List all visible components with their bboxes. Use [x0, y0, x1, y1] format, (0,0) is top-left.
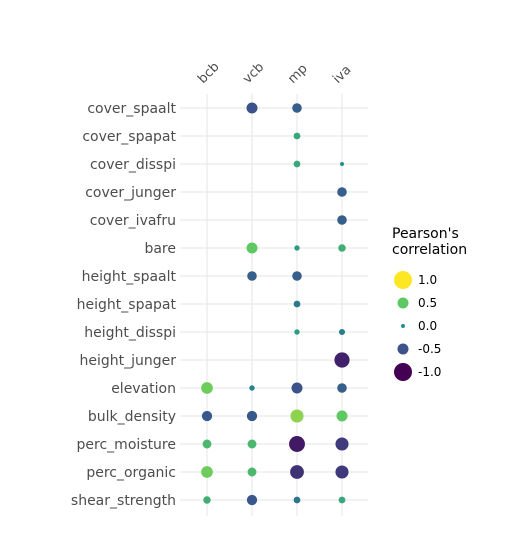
data-point: [293, 160, 301, 168]
legend-key: [401, 324, 405, 328]
y-tick-label: height_spaalt: [82, 269, 177, 285]
data-point: [338, 328, 346, 336]
data-point: [289, 436, 305, 452]
y-tick-label: cover_ivafru: [90, 213, 176, 229]
legend-key: [397, 343, 409, 355]
data-point: [337, 383, 347, 393]
legend-label: 1.0: [418, 273, 437, 287]
y-tick-label: perc_moisture: [77, 437, 176, 453]
legend-label: 0.5: [418, 296, 437, 310]
y-tick-label: height_spapat: [77, 297, 177, 313]
y-tick-label: shear_strength: [71, 493, 176, 509]
x-tick-label: mp: [285, 61, 310, 86]
data-point: [340, 162, 344, 166]
data-point: [294, 245, 300, 251]
legend-key: [394, 363, 412, 381]
legend-key: [397, 297, 409, 309]
x-axis-labels: bcb vcb mp iva: [195, 59, 354, 86]
data-point: [247, 439, 257, 449]
y-tick-label: perc_organic: [86, 465, 176, 481]
data-point: [201, 382, 213, 394]
legend-label: 0.0: [418, 319, 437, 333]
data-point: [201, 410, 213, 422]
y-tick-label: cover_spaalt: [87, 101, 176, 117]
y-tick-label: bulk_density: [88, 409, 176, 425]
legend-label: -1.0: [418, 365, 441, 379]
data-point: [290, 409, 304, 423]
data-point: [338, 496, 346, 504]
data-point: [337, 215, 347, 225]
legend-title: Pearson's correlation: [392, 226, 467, 258]
data-point: [246, 102, 258, 114]
data-point: [292, 103, 302, 113]
data-point: [335, 465, 349, 479]
y-axis-labels: cover_spaalt cover_spapat cover_disspicove…: [71, 101, 177, 509]
data-point: [290, 465, 304, 479]
x-tick-label: iva: [330, 63, 354, 87]
data-point: [247, 467, 257, 477]
data-point: [292, 271, 302, 281]
y-tick-label: height_disspi: [84, 325, 176, 341]
data-point: [201, 466, 213, 478]
legend: Pearson's correlation 1.0 0.5 0.0 -0.5 -1.0: [392, 226, 467, 381]
data-point: [293, 132, 301, 140]
data-point: [291, 382, 303, 394]
data-point: [202, 439, 212, 449]
y-tick-label: cover_disspi: [90, 157, 176, 173]
data-point: [337, 187, 347, 197]
legend-key: [394, 271, 412, 289]
x-tick-label: vcb: [240, 60, 267, 87]
grid-lines: [180, 94, 368, 516]
data-point: [334, 352, 350, 368]
legend-label: -0.5: [418, 342, 441, 356]
data-point: [246, 410, 258, 422]
y-tick-label: cover_spapat: [82, 129, 176, 145]
y-tick-label: height_junger: [79, 353, 176, 369]
data-point: [246, 242, 258, 254]
data-point: [249, 385, 255, 391]
data-point: [293, 496, 301, 504]
data-point: [338, 244, 346, 252]
data-point: [294, 329, 300, 335]
data-points: [201, 102, 350, 506]
x-tick-label: bcb: [195, 59, 222, 86]
y-tick-label: elevation: [111, 381, 176, 397]
y-tick-label: cover_junger: [85, 185, 176, 201]
data-point: [247, 271, 257, 281]
data-point: [246, 494, 258, 506]
data-point: [293, 300, 301, 308]
data-point: [335, 437, 349, 451]
y-tick-label: bare: [144, 241, 176, 257]
data-point: [336, 410, 348, 422]
data-point: [203, 496, 211, 504]
